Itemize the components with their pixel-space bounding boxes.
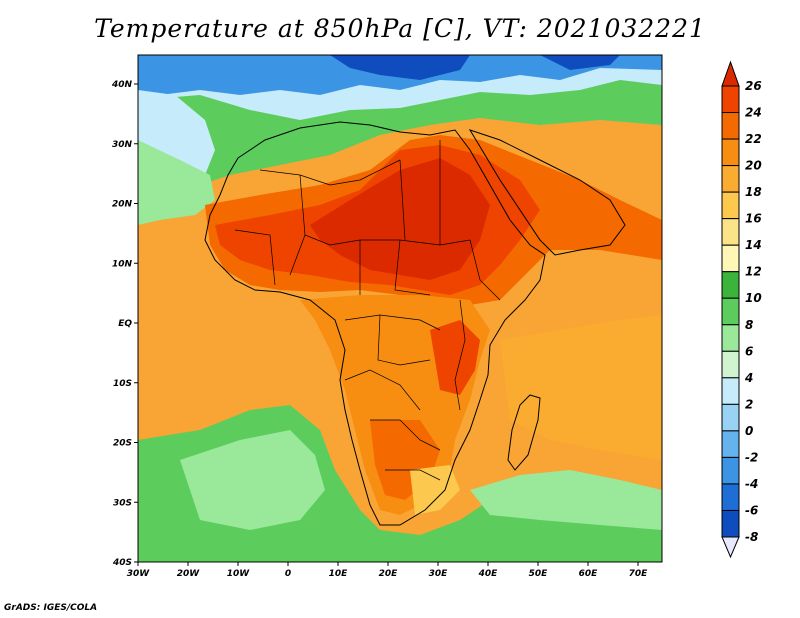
colorbar-label: -6 (745, 503, 758, 517)
lon-tick-label: 50E (529, 569, 549, 579)
lon-tick-label: 20E (379, 569, 399, 579)
north-green-zone (138, 80, 662, 215)
lon-tick-label: 20W (177, 569, 201, 579)
colorbar-label: 14 (745, 238, 762, 252)
madagascar-outline (507, 394, 541, 471)
lon-tick-label: 30E (429, 569, 449, 579)
lat-tick-label: 30S (113, 498, 132, 508)
colorbar-swatch (721, 297, 740, 326)
colorbar-label: 24 (745, 106, 762, 120)
colorbar-label: 10 (745, 291, 762, 305)
colorbar-label: 4 (744, 371, 753, 385)
lon-tick-label: 40E (478, 569, 499, 579)
colorbar-swatch (721, 377, 740, 405)
colorbar-label: 16 (745, 212, 762, 226)
lat-tick-label: 40N (111, 80, 133, 90)
colorbar-swatch (721, 271, 740, 299)
colorbar-label: 20 (745, 159, 762, 173)
colorbar-swatch (721, 430, 740, 458)
lat-tick-label: 20N (112, 200, 133, 210)
sahara-core (310, 158, 490, 280)
map-title: Temperature at 850hPa [C], VT: 202103222… (94, 14, 706, 43)
north-cold-deep-east (540, 55, 620, 70)
lat-tick-label: 10N (112, 259, 133, 269)
lon-tick-label: 70E (629, 569, 649, 579)
lon-tick-label: 30W (127, 569, 151, 579)
map-frame (137, 54, 663, 563)
colorbar-swatch (721, 138, 740, 167)
north-cold-deep (330, 55, 470, 80)
longitude-axis: 30W 20W 10W 0 10E 20E 30E 40E 50E 60E 70E (127, 562, 648, 579)
colorbar-bottom-arrow (721, 536, 740, 559)
colorbar-label: 2 (745, 397, 753, 411)
colorbar-label: 12 (745, 265, 762, 279)
colorbar-label: 8 (745, 318, 753, 332)
colorbar-label: -8 (745, 530, 758, 544)
map-field (138, 55, 662, 562)
country-borders (234, 140, 501, 481)
latitude-axis: 40N 30N 20N 10N EQ 10S 20S 30S 40S (111, 80, 138, 568)
arabia-outline (468, 129, 626, 256)
lon-tick-label: 0 (285, 569, 291, 579)
indian-ocean-green (470, 470, 662, 530)
colorbar-swatch (721, 456, 740, 485)
colorbar-swatch (721, 350, 740, 379)
lat-tick-label: 30N (112, 140, 133, 150)
colorbar-swatch (721, 324, 740, 352)
lon-tick-label: 10W (227, 569, 251, 579)
colorbar-swatch (721, 509, 740, 538)
south-atlantic-light (180, 430, 325, 530)
lat-tick-label: 40S (112, 558, 132, 568)
colorbar-swatch (721, 403, 740, 432)
colorbar-swatch (721, 85, 740, 114)
colorbar-label: 0 (745, 424, 753, 438)
lat-tick-label: 10S (113, 379, 132, 389)
atlantic-green (138, 140, 215, 225)
colorbar-swatch (721, 244, 740, 273)
grads-credit: GrADS: IGES/COLA (4, 603, 98, 613)
colorbar-top-arrow (721, 60, 740, 87)
lon-tick-label: 10E (329, 569, 349, 579)
colorbar-label: 22 (745, 132, 762, 146)
colorbar-swatch (721, 165, 740, 193)
colorbar-swatch (721, 191, 740, 220)
indian-ocean-warm (500, 315, 662, 460)
africa-coastline (204, 121, 546, 526)
lat-tick-label: EQ (118, 319, 132, 329)
colorbar-label: 18 (745, 185, 762, 199)
southern-africa-cool (410, 465, 460, 515)
colorbar-swatch (721, 218, 740, 246)
lat-tick-label: 20S (113, 439, 132, 449)
colorbar-label: 26 (745, 79, 762, 93)
colorbar-label: 6 (745, 344, 753, 358)
colorbar-swatch (721, 112, 740, 140)
north-cool-zone (138, 55, 662, 210)
colorbar-label: -2 (745, 450, 758, 464)
east-africa-hot (430, 320, 480, 395)
colorbar-label: -4 (745, 477, 758, 491)
lon-tick-label: 60E (579, 569, 599, 579)
colorbar-swatch (721, 483, 740, 511)
